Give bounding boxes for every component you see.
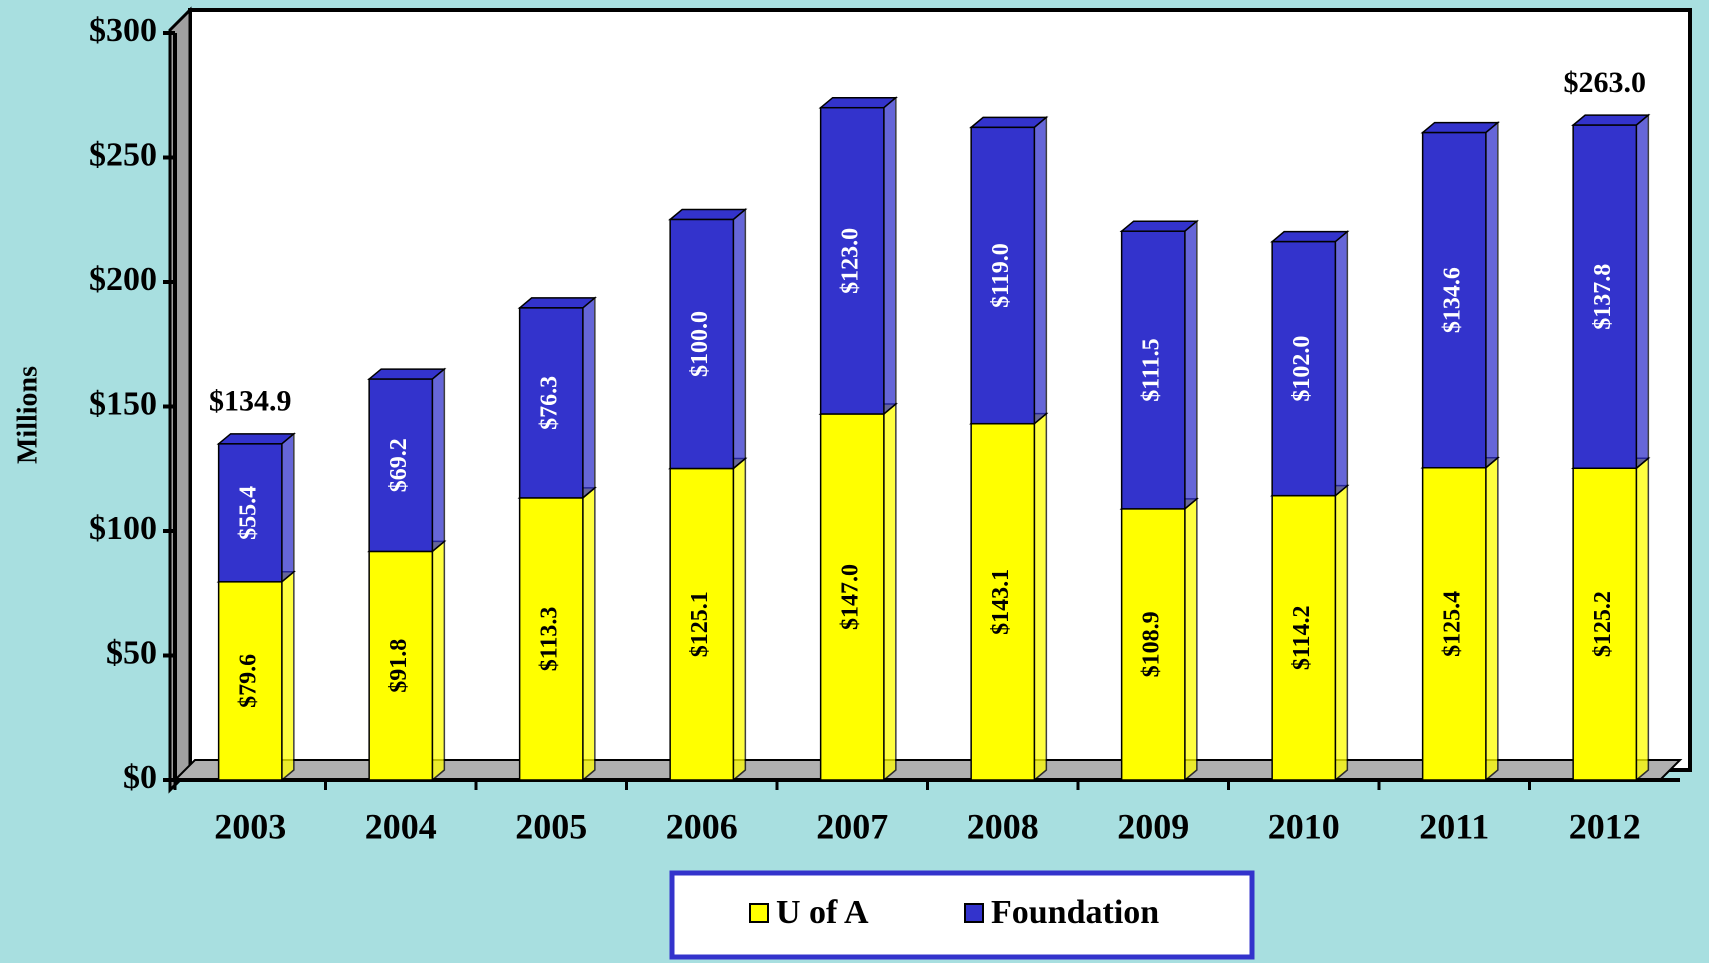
bar-side — [282, 572, 294, 780]
y-tick-label: $150 — [89, 385, 157, 422]
y-tick-label: $250 — [89, 136, 157, 173]
value-label: $100.0 — [687, 311, 713, 377]
x-tick-label: 2003 — [214, 806, 286, 846]
legend-label: Foundation — [991, 894, 1159, 931]
x-tick-label: 2007 — [816, 806, 888, 846]
total-label: $134.9 — [209, 385, 292, 418]
value-label: $111.5 — [1139, 338, 1165, 401]
value-label: $137.8 — [1590, 264, 1616, 330]
x-tick-label: 2009 — [1117, 806, 1189, 846]
value-label: $114.2 — [1289, 605, 1315, 670]
value-label: $134.6 — [1440, 267, 1466, 333]
bar-side — [583, 488, 595, 780]
total-label: $263.0 — [1564, 66, 1647, 99]
value-label: $119.0 — [988, 243, 1014, 308]
y-tick-label: $100 — [89, 510, 157, 547]
bar-side — [583, 298, 595, 498]
bar-side — [733, 459, 745, 780]
bar-side — [432, 369, 444, 551]
value-label: $102.0 — [1289, 336, 1315, 402]
bar-side — [1335, 486, 1347, 780]
x-tick-label: 2010 — [1268, 806, 1340, 846]
value-label: $108.9 — [1139, 611, 1165, 677]
value-label: $125.2 — [1590, 591, 1616, 657]
legend-swatch — [750, 904, 768, 922]
bar-side — [1034, 117, 1046, 423]
y-tick-label: $0 — [123, 759, 157, 796]
bar-side — [884, 404, 896, 780]
x-tick-label: 2005 — [515, 806, 587, 846]
bar-side — [1636, 115, 1648, 468]
bar-side — [1185, 221, 1197, 509]
x-tick-label: 2004 — [365, 806, 437, 846]
x-tick-label: 2012 — [1569, 806, 1641, 846]
value-label: $123.0 — [838, 228, 864, 294]
bar-side — [1335, 232, 1347, 496]
x-tick-label: 2006 — [666, 806, 738, 846]
bar-side — [282, 434, 294, 582]
value-label: $147.0 — [838, 564, 864, 630]
bar-side — [1636, 458, 1648, 780]
bar-side — [1034, 414, 1046, 780]
value-label: $91.8 — [386, 639, 412, 693]
value-label: $55.4 — [236, 486, 262, 540]
y-axis-label: Millions — [12, 366, 43, 464]
value-label: $125.4 — [1440, 591, 1466, 657]
value-label: $125.1 — [687, 591, 713, 657]
legend-label: U of A — [776, 894, 869, 931]
x-tick-label: 2008 — [967, 806, 1039, 846]
bar-side — [884, 98, 896, 414]
bar-side — [733, 210, 745, 469]
bar-side — [432, 541, 444, 780]
value-label: $69.2 — [386, 438, 412, 492]
bar-side — [1486, 458, 1498, 780]
bar-side — [1486, 123, 1498, 468]
x-tick-label: 2011 — [1419, 806, 1489, 846]
y-tick-label: $300 — [89, 12, 157, 49]
chart: Millions $0 $50 $100 $150 $200 $250 $300 2003 $7… — [0, 0, 1709, 963]
value-label: $79.6 — [236, 654, 262, 708]
value-label: $143.1 — [988, 569, 1014, 635]
bar-side — [1185, 499, 1197, 780]
y-tick-label: $200 — [89, 261, 157, 298]
value-label: $113.3 — [537, 607, 563, 672]
legend-swatch — [965, 904, 983, 922]
y-tick-label: $50 — [106, 634, 157, 671]
value-label: $76.3 — [537, 376, 563, 430]
